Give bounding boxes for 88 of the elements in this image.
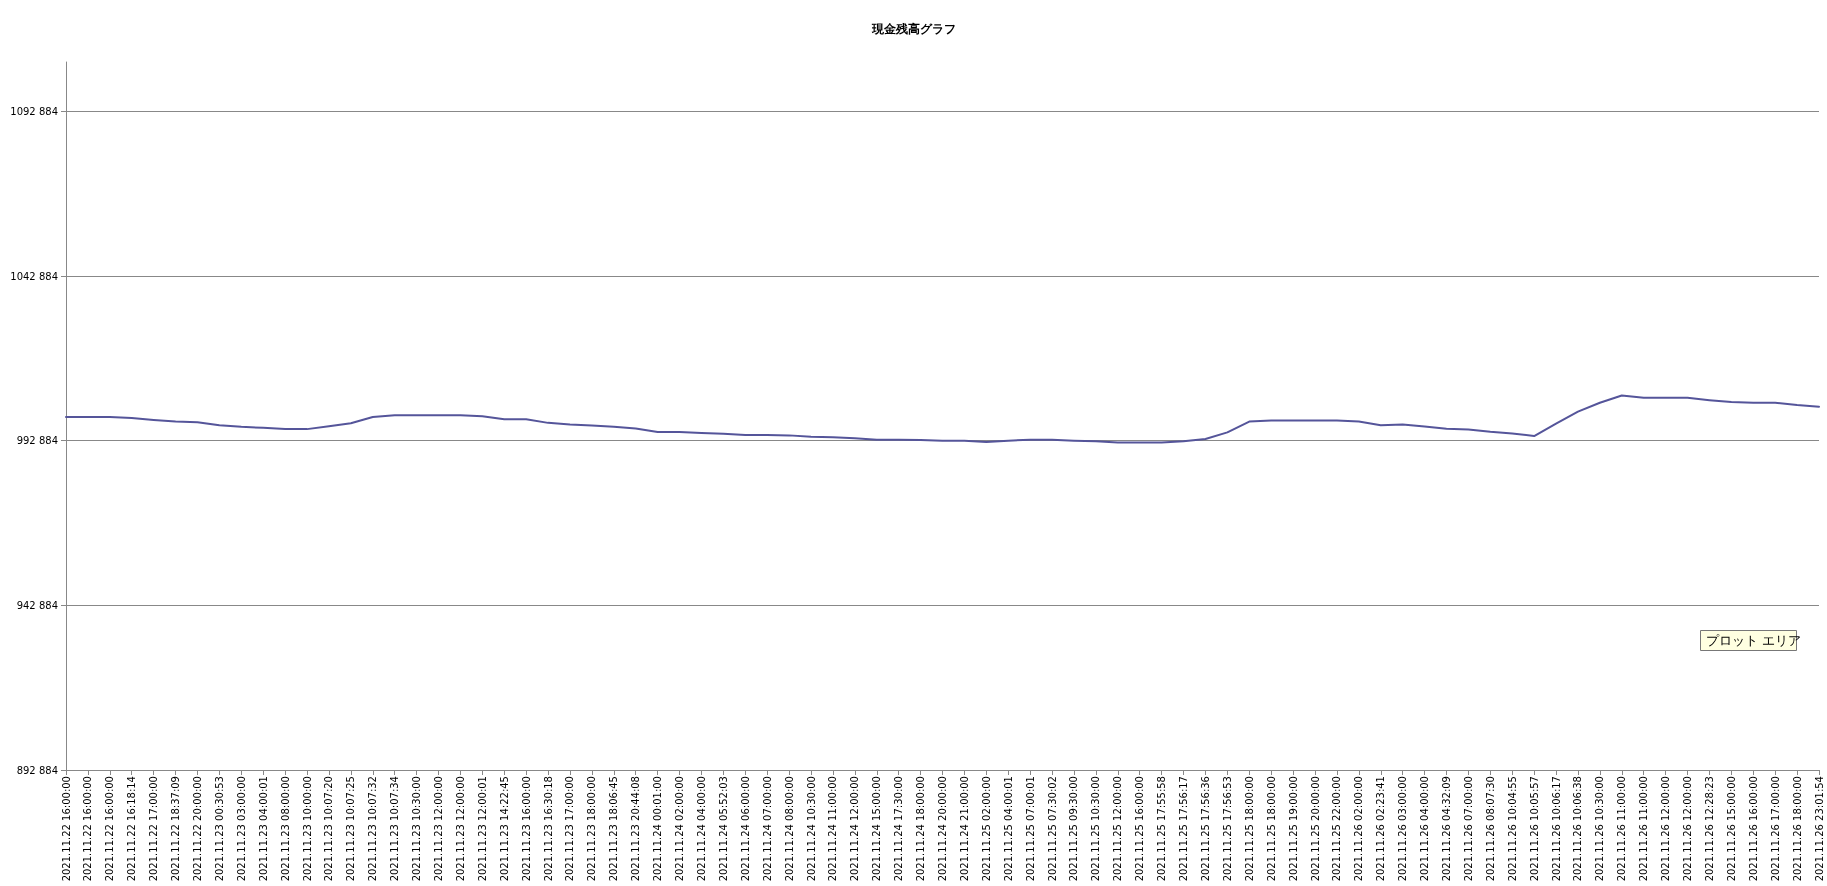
x-tick-label: 2021.11.26 12:28:23 [1703, 776, 1715, 882]
x-tick-label: 2021.11.26 11:00:00 [1638, 776, 1650, 882]
x-tick-label: 2021.11.24 06:00:00 [739, 776, 751, 882]
x-tick-label: 2021.11.24 21:00:00 [958, 776, 970, 882]
y-tick-label: 1092 884 [10, 105, 58, 117]
x-tick-label: 2021.11.26 02:23:41 [1375, 776, 1387, 882]
chart-title: 現金残高グラフ [870, 22, 956, 36]
x-tick-label: 2021.11.23 10:00:00 [301, 776, 313, 882]
x-tick-label: 2021.11.26 17:00:00 [1769, 776, 1781, 882]
x-tick-label: 2021.11.25 07:00:01 [1024, 776, 1036, 882]
x-tick-label: 2021.11.25 10:30:00 [1090, 776, 1102, 882]
x-tick-label: 2021.11.23 10:07:25 [345, 776, 357, 882]
x-tick-label: 2021.11.23 18:06:45 [608, 776, 620, 882]
x-tick-label: 2021.11.24 20:00:00 [937, 776, 948, 882]
x-tick-label: 2021.11.26 18:00:00 [1791, 776, 1803, 882]
y-tick-label: 942 884 [16, 599, 58, 611]
x-tick-label: 2021.11.23 10:07:32 [367, 776, 379, 882]
x-tick-label: 2021.11.26 10:05:57 [1528, 776, 1540, 882]
x-tick-label: 2021.11.26 15:00:00 [1725, 776, 1737, 882]
x-tick-label: 2021.11.25 18:00:00 [1243, 776, 1255, 882]
x-tick-label: 2021.11.23 12:00:01 [476, 776, 488, 882]
x-tick-label: 2021.11.23 12:00:00 [454, 776, 466, 882]
x-tick-label: 2021.11.24 18:00:00 [915, 776, 927, 882]
x-tick-label: 2021.11.24 11:00:00 [827, 776, 839, 882]
x-tick-label: 2021.11.25 19:00:00 [1287, 776, 1299, 882]
x-tick-label: 2021.11.24 02:00:00 [674, 776, 686, 882]
x-tick-label: 2021.11.24 05:52:03 [717, 776, 729, 882]
x-tick-label: 2021.11.25 12:00:00 [1112, 776, 1124, 882]
x-tick-label: 2021.11.22 20:00:00 [191, 776, 203, 882]
x-tick-label: 2021.11.25 17:56:36 [1199, 776, 1211, 882]
x-tick-label: 2021.11.26 16:00:00 [1747, 776, 1759, 882]
x-tick-label: 2021.11.26 12:00:00 [1660, 776, 1672, 882]
x-tick-label: 2021.11.23 12:00:00 [433, 776, 445, 882]
x-tick-label: 2021.11.23 18:00:00 [586, 776, 598, 882]
x-tick-label: 2021.11.23 10:30:00 [411, 776, 423, 882]
x-tick-label: 2021.11.26 02:00:00 [1353, 776, 1365, 882]
x-tick-label: 2021.11.26 12:00:00 [1682, 776, 1694, 882]
x-tick-label: 2021.11.23 17:00:00 [564, 776, 576, 882]
x-tick-label: 2021.11.25 02:00:00 [980, 776, 992, 882]
x-tick-label: 2021.11.26 04:00:00 [1419, 776, 1431, 882]
x-tick-label: 2021.11.24 08:00:00 [783, 776, 795, 882]
x-tick-label: 2021.11.23 00:30:53 [213, 776, 225, 882]
x-tick-label: 2021.11.25 18:00:00 [1265, 776, 1277, 882]
x-tick-label: 2021.11.22 16:00:00 [104, 776, 116, 882]
x-tick-label: 2021.11.26 10:06:38 [1572, 776, 1584, 882]
y-tick-label: 892 884 [16, 764, 58, 776]
x-tick-label: 2021.11.23 14:22:45 [498, 776, 510, 882]
x-tick-label: 2021.11.23 10:07:34 [389, 776, 401, 882]
x-tick-label: 2021.11.26 10:06:17 [1550, 776, 1562, 882]
x-tick-label: 2021.11.25 22:00:00 [1331, 776, 1343, 882]
x-tick-label: 2021.11.24 17:30:00 [893, 776, 905, 882]
x-tick-label: 2021.11.26 11:00:00 [1616, 776, 1628, 882]
x-tick-label: 2021.11.22 16:18:14 [126, 776, 138, 882]
x-tick-label: 2021.11.24 00:01:00 [652, 776, 664, 882]
x-tick-label: 2021.11.24 15:00:00 [871, 776, 883, 882]
x-tick-label: 2021.11.26 04:32:09 [1440, 776, 1452, 882]
x-tick-label: 2021.11.22 17:00:00 [148, 776, 160, 882]
x-tick-label: 2021.11.26 03:00:00 [1397, 776, 1409, 882]
x-tick-label: 2021.11.24 04:00:00 [695, 776, 707, 882]
y-tick-label: 1042 884 [10, 270, 58, 282]
x-tick-label: 2021.11.24 10:30:00 [805, 776, 817, 882]
x-tick-label: 2021.11.22 16:00:00 [60, 776, 72, 882]
x-tick-label: 2021.11.22 18:37:09 [170, 776, 182, 882]
x-tick-label: 2021.11.26 07:00:00 [1462, 776, 1474, 882]
x-tick-label: 2021.11.26 10:04:55 [1506, 776, 1518, 882]
x-tick-label: 2021.11.25 16:00:00 [1134, 776, 1146, 882]
x-tick-label: 2021.11.25 04:00:01 [1002, 776, 1014, 882]
x-tick-label: 2021.11.23 16:00:00 [520, 776, 532, 882]
x-tick-label: 2021.11.24 07:00:00 [761, 776, 773, 882]
x-tick-label: 2021.11.23 16:30:18 [542, 776, 554, 882]
x-tick-label: 2021.11.23 03:00:00 [235, 776, 247, 882]
x-tick-label: 2021.11.25 20:00:00 [1309, 776, 1321, 882]
x-tick-label: 2021.11.26 10:30:00 [1594, 776, 1606, 882]
annotation: プロット エリア [1705, 632, 1801, 648]
x-tick-label: 2021.11.25 17:56:53 [1221, 776, 1233, 882]
x-tick-label: 2021.11.25 17:55:58 [1156, 776, 1168, 882]
x-tick-label: 2021.11.25 09:30:00 [1068, 776, 1080, 882]
x-tick-label: 2021.11.23 20:44:08 [630, 776, 642, 882]
y-tick-label: 992 884 [16, 435, 58, 447]
x-tick-label: 2021.11.26 23:01:54 [1813, 776, 1825, 882]
x-tick-label: 2021.11.23 04:00:01 [257, 776, 269, 882]
x-tick-label: 2021.11.23 10:07:20 [323, 776, 335, 882]
x-tick-label: 2021.11.26 08:07:30 [1484, 776, 1496, 882]
x-tick-label: 2021.11.25 17:56:17 [1178, 776, 1190, 882]
x-tick-label: 2021.11.25 07:30:02 [1046, 776, 1058, 882]
x-tick-label: 2021.11.24 12:00:00 [849, 776, 861, 882]
x-tick-label: 2021.11.23 08:00:00 [279, 776, 291, 882]
x-tick-label: 2021.11.22 16:00:00 [82, 776, 94, 882]
